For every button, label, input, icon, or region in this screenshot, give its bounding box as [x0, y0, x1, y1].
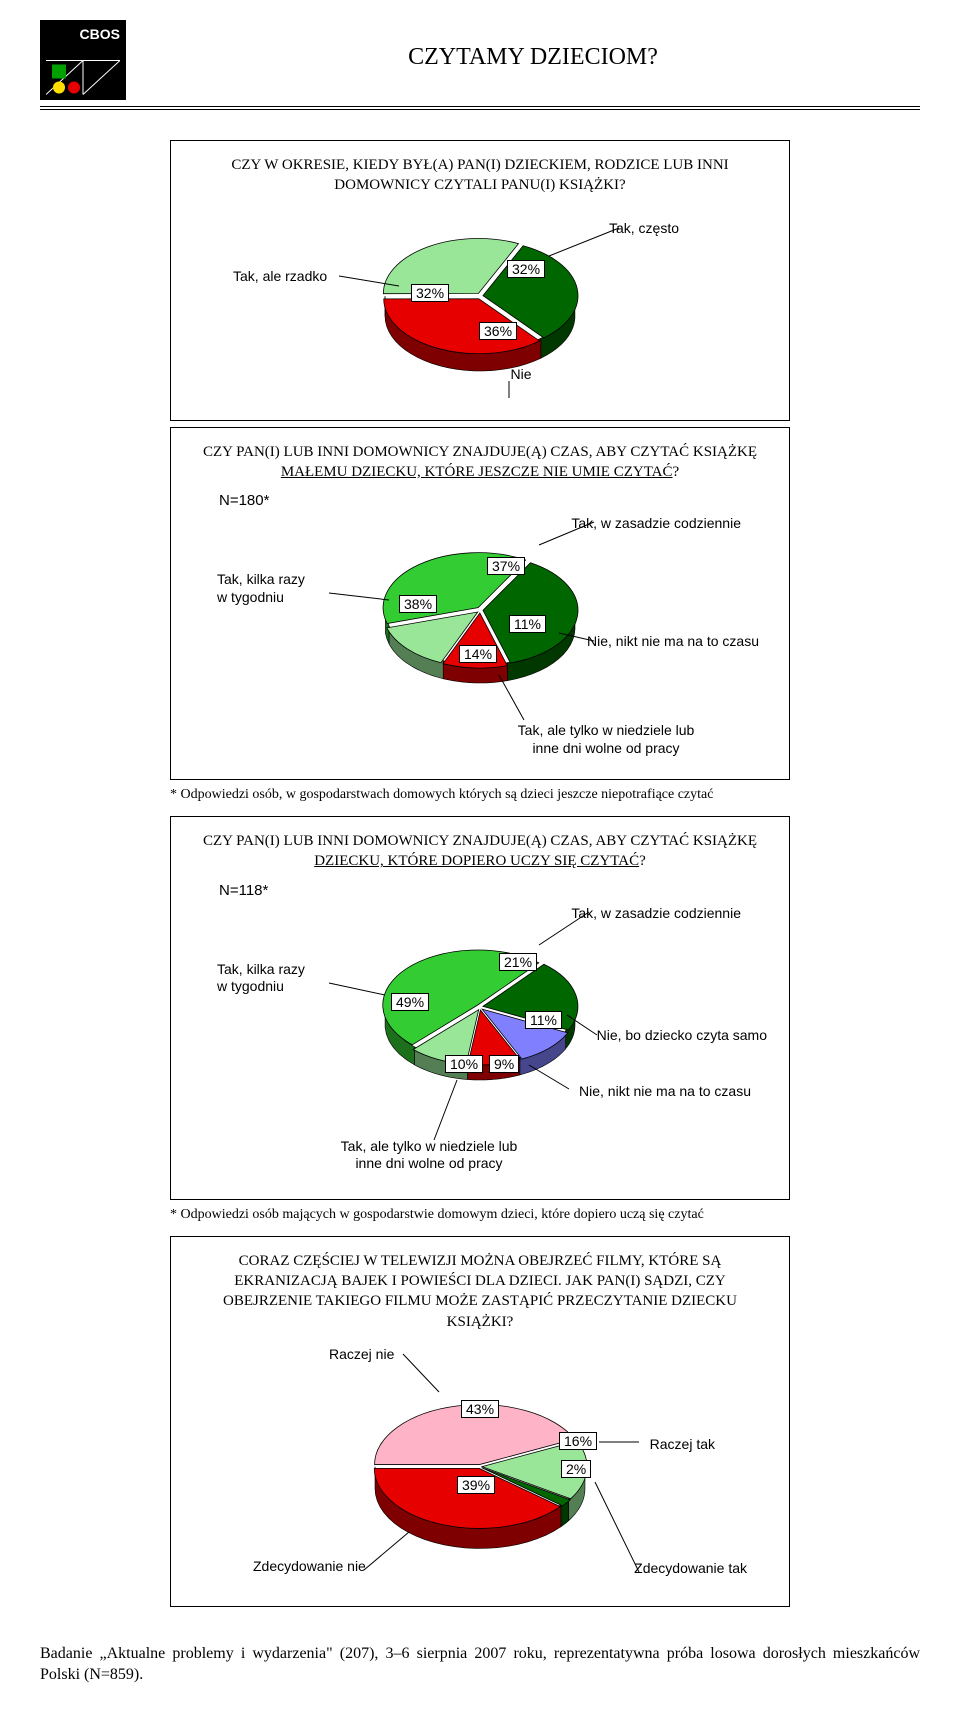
chart-2-question: CZY PAN(I) LUB INNI DOMOWNICY ZNAJDUJE(Ą…	[189, 442, 771, 483]
chart-4-pie: Raczej nie Raczej tak Zdecydowanie tak Z…	[189, 1342, 771, 1592]
chart-1-question: CZY W OKRESIE, KIEDY BYŁ(A) PAN(I) DZIEC…	[189, 155, 771, 196]
chart-3-question: CZY PAN(I) LUB INNI DOMOWNICY ZNAJDUJE(Ą…	[189, 831, 771, 872]
chart-2-pct-0: 37%	[487, 557, 525, 575]
chart-4-pct-1: 16%	[559, 1432, 597, 1450]
divider	[40, 106, 920, 107]
chart-2-label-1: Nie, nikt nie ma na to czasu	[587, 633, 759, 651]
chart-1-label-no: Nie	[491, 366, 551, 384]
chart-3-pct-0: 21%	[499, 953, 537, 971]
chart-1-pie: Tak, często Nie Tak, ale rzadko 32% 36% …	[189, 206, 771, 406]
chart-2-pct-1: 11%	[509, 615, 546, 633]
chart-4-pct-2: 2%	[561, 1460, 591, 1478]
chart-3-label-1: Nie, bo dziecko czyta samo	[597, 1027, 767, 1045]
chart-3-footnote: * Odpowiedzi osób mających w gospodarstw…	[170, 1206, 790, 1224]
chart-1-box: CZY W OKRESIE, KIEDY BYŁ(A) PAN(I) DZIEC…	[170, 140, 790, 421]
chart-3-pie: Tak, w zasadzie codziennie Nie, bo dziec…	[189, 905, 771, 1185]
logo-graphic	[46, 44, 120, 97]
page-header: CBOS CZYTAMY DZIECIOM?	[40, 20, 920, 100]
chart-2-n: N=180*	[219, 492, 771, 509]
chart-4-label-3: Zdecydowanie nie	[253, 1558, 366, 1576]
logo-text: CBOS	[46, 26, 120, 42]
chart-1-pct-2: 32%	[411, 284, 449, 302]
chart-1-label-rarely: Tak, ale rzadko	[233, 268, 327, 286]
divider	[40, 109, 920, 110]
cbos-logo: CBOS	[40, 20, 126, 100]
chart-3-n: N=118*	[219, 882, 771, 899]
chart-3-pct-2: 9%	[489, 1055, 519, 1073]
page-title: CZYTAMY DZIECIOM?	[146, 20, 920, 71]
chart-4-pct-3: 39%	[457, 1476, 495, 1494]
chart-2-label-0: Tak, w zasadzie codziennie	[571, 515, 741, 533]
chart-3-box: CZY PAN(I) LUB INNI DOMOWNICY ZNAJDUJE(Ą…	[170, 816, 790, 1200]
charts-column: CZY W OKRESIE, KIEDY BYŁ(A) PAN(I) DZIEC…	[170, 140, 790, 1607]
chart-4-label-0: Raczej nie	[329, 1346, 394, 1364]
source-note: Badanie „Aktualne problemy i wydarzenia"…	[40, 1643, 920, 1686]
chart-2-box: CZY PAN(I) LUB INNI DOMOWNICY ZNAJDUJE(Ą…	[170, 427, 790, 781]
chart-1-label-often: Tak, często	[609, 220, 679, 238]
chart-1-pct-1: 36%	[479, 322, 517, 340]
chart-4-question: CORAZ CZĘŚCIEJ W TELEWIZJI MOŻNA OBEJRZE…	[189, 1251, 771, 1332]
chart-3-label-3: Tak, ale tylko w niedziele lubinne dni w…	[319, 1138, 539, 1173]
chart-3-label-4: Tak, kilka razyw tygodniu	[217, 961, 327, 996]
chart-2-label-2: Tak, ale tylko w niedziele lubinne dni w…	[501, 722, 711, 757]
chart-2-pct-2: 14%	[459, 645, 497, 663]
chart-2-pie: Tak, w zasadzie codziennie Nie, nikt nie…	[189, 515, 771, 765]
chart-4-label-1: Raczej tak	[650, 1436, 715, 1454]
chart-2-label-3: Tak, kilka razyw tygodniu	[217, 571, 327, 606]
chart-4-label-2: Zdecydowanie tak	[634, 1560, 747, 1578]
chart-3-pct-3: 10%	[445, 1055, 483, 1073]
chart-3-pct-4: 49%	[391, 993, 429, 1011]
chart-2-pct-3: 38%	[399, 595, 437, 613]
chart-3-label-2: Nie, nikt nie ma na to czasu	[579, 1083, 751, 1101]
chart-3-pct-1: 11%	[525, 1011, 562, 1029]
chart-3-label-0: Tak, w zasadzie codziennie	[571, 905, 741, 923]
chart-4-pct-0: 43%	[461, 1400, 499, 1418]
chart-4-box: CORAZ CZĘŚCIEJ W TELEWIZJI MOŻNA OBEJRZE…	[170, 1236, 790, 1607]
chart-2-footnote: * Odpowiedzi osób, w gospodarstwach domo…	[170, 786, 790, 804]
chart-1-pct-0: 32%	[507, 260, 545, 278]
